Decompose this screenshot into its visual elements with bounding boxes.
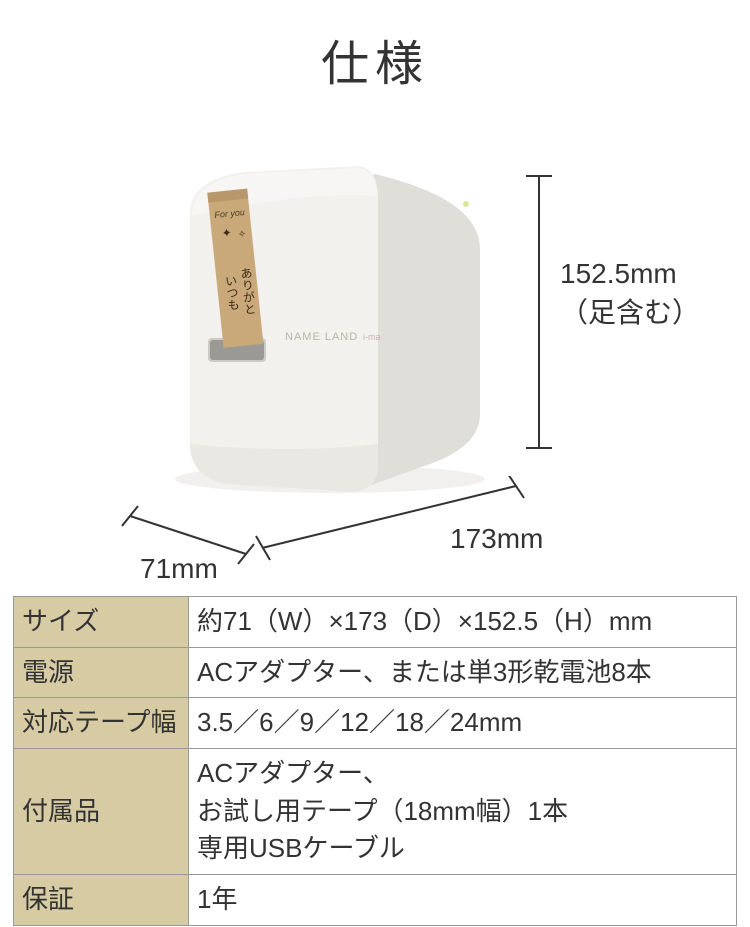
spec-value: 約71（W）×173（D）×152.5（H）mm xyxy=(189,597,737,648)
spec-value: 1年 xyxy=(189,875,737,926)
spec-label: 保証 xyxy=(14,875,189,926)
spec-label: サイズ xyxy=(14,597,189,648)
svg-text:✧: ✧ xyxy=(237,229,246,241)
table-row: 保証1年 xyxy=(14,875,737,926)
width-label: 71mm xyxy=(140,549,218,588)
spec-value: 3.5／6／9／12／18／24mm xyxy=(189,698,737,749)
page-title: 仕様 xyxy=(0,0,750,94)
table-row: 付属品ACアダプター、お試し用テープ（18mm幅）1本専用USBケーブル xyxy=(14,749,737,875)
svg-text:i-ma: i-ma xyxy=(363,332,381,342)
table-row: 電源ACアダプター、または単3形乾電池8本 xyxy=(14,647,737,698)
spec-table-body: サイズ約71（W）×173（D）×152.5（H）mm電源ACアダプター、または… xyxy=(14,597,737,926)
table-row: 対応テープ幅3.5／6／9／12／18／24mm xyxy=(14,698,737,749)
spec-label: 付属品 xyxy=(14,749,189,875)
spec-label: 対応テープ幅 xyxy=(14,698,189,749)
height-bracket xyxy=(524,172,554,452)
svg-text:NAME LAND: NAME LAND xyxy=(285,331,358,343)
spec-table: サイズ約71（W）×173（D）×152.5（H）mm電源ACアダプター、または… xyxy=(13,596,737,926)
spec-label: 電源 xyxy=(14,647,189,698)
product-diagram: For you ✦ ✧ いつも ありがと NAME LAND i-ma 152.… xyxy=(0,104,750,584)
table-row: サイズ約71（W）×173（D）×152.5（H）mm xyxy=(14,597,737,648)
height-label: 152.5mm（足含む） xyxy=(560,254,700,332)
svg-text:✦: ✦ xyxy=(221,225,232,240)
depth-label: 173mm xyxy=(450,519,543,558)
spec-value: ACアダプター、または単3形乾電池8本 xyxy=(189,647,737,698)
product-illustration: For you ✦ ✧ いつも ありがと NAME LAND i-ma xyxy=(130,144,500,494)
spec-value: ACアダプター、お試し用テープ（18mm幅）1本専用USBケーブル xyxy=(189,749,737,875)
